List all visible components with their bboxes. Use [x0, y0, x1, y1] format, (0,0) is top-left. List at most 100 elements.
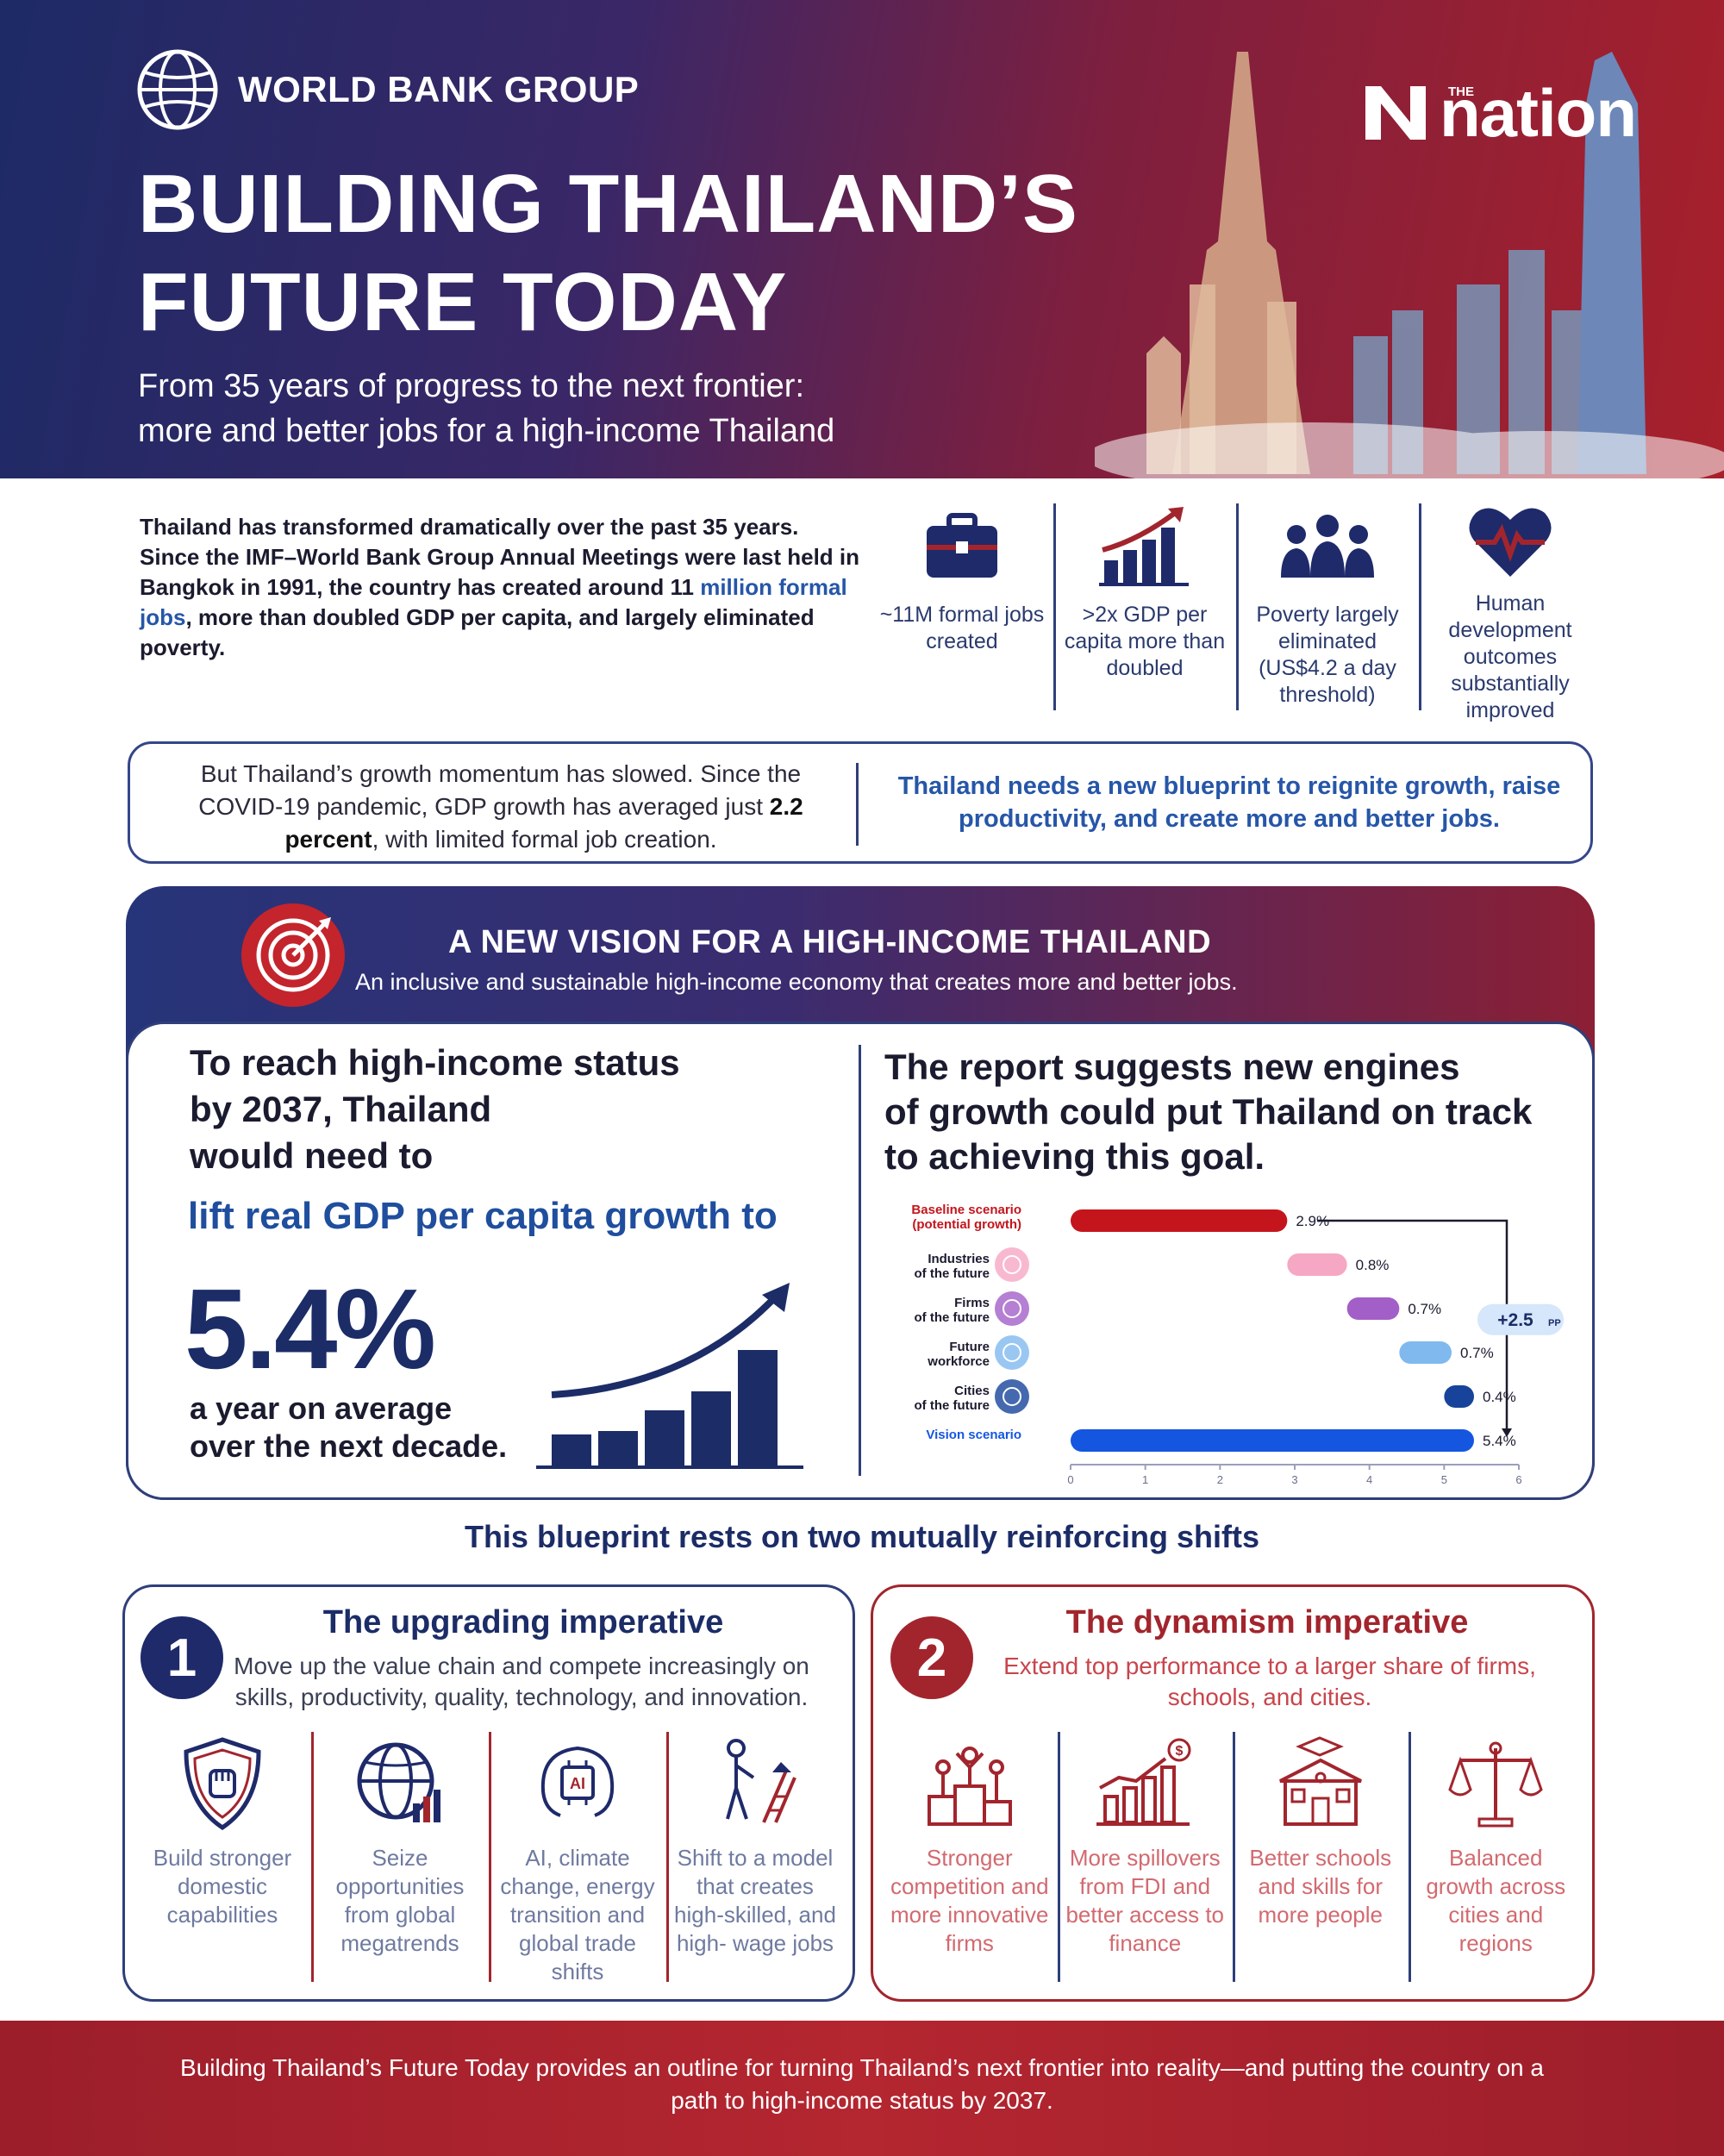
briefcase-icon [927, 513, 997, 578]
chart-value-label: 5.4% [1483, 1433, 1516, 1449]
svg-text:AI: AI [570, 1775, 585, 1792]
shift-item: AI AI, climate change, energy transition… [489, 1732, 666, 1990]
engine-icon-ring [1003, 1387, 1021, 1406]
engine-icon [995, 1335, 1029, 1370]
chart-value-label: 0.7% [1460, 1345, 1494, 1361]
chart-tick-label: 3 [1291, 1473, 1297, 1486]
panel-items: Build stronger domestic capabilities Sei… [134, 1732, 844, 1990]
shift-item-label: Balanced growth across cities and region… [1426, 1845, 1566, 1956]
podium-people-icon [927, 1747, 1012, 1826]
shift-number-badge: 1 [141, 1616, 223, 1699]
vision-title: A NEW VISION FOR A HIGH-INCOME THAILAND [448, 924, 1212, 960]
balance-scale-icon [1448, 1741, 1543, 1828]
footer-text: Building Thailand’s Future Today provide… [180, 2054, 1544, 2114]
worker-ladder-icon [726, 1739, 796, 1823]
panel-title: The upgrading imperative [322, 1604, 724, 1640]
chart-annotation-unit: PP [1548, 1318, 1561, 1328]
panel-title: The dynamism imperative [1065, 1604, 1469, 1640]
vision-subtitle: An inclusive and sustainable high-income… [355, 969, 1238, 995]
divider [859, 1045, 861, 1476]
upgrading-imperative-panel: 1 The upgrading imperative Move up the v… [122, 1584, 855, 2002]
growth-bar-chart-icon [1099, 507, 1189, 586]
shift-item-label: More spillovers from FDI and better acce… [1065, 1845, 1225, 1956]
chart-bar [1071, 1429, 1474, 1452]
chart-annotation-pill [1477, 1303, 1564, 1335]
header-banner: WORLD BANK GROUP BUILDING THAILAND’S FUT… [0, 0, 1724, 478]
shift-item-label: Stronger competition and more innovative… [890, 1845, 1049, 1956]
shift-item-label: Shift to a model that creates high-skill… [674, 1845, 836, 1956]
growth-momentum-box: But Thailand’s growth momentum has slowe… [128, 741, 1593, 864]
panel-description: Extend top performance to a larger share… [1003, 1653, 1536, 1710]
intro-paragraph: Thailand has transformed dramatically ov… [140, 514, 860, 660]
chart-value-label: 0.7% [1408, 1301, 1441, 1317]
stat-label: ~11M formal jobs created [879, 603, 1045, 653]
chart-value-label: 0.8% [1356, 1257, 1390, 1273]
ai-chip-icon: AI [540, 1746, 615, 1817]
shift-item: Seize opportunities from global megatren… [311, 1732, 489, 1990]
shift-item: Build stronger domestic capabilities [134, 1732, 311, 1990]
stat-gdp: >2x GDP per capita more than doubled [1053, 500, 1236, 724]
chart-category-label: Baseline scenario (potential growth) [911, 1203, 1021, 1232]
dollar-chart-icon: $ [1096, 1738, 1191, 1826]
target-icon [241, 903, 345, 1007]
shifts-heading: This blueprint rests on two mutually rei… [464, 1519, 1260, 1554]
the-nation-logo: THE nation [1362, 75, 1637, 151]
nation-wordmark: nation [1440, 75, 1637, 151]
growth-period-note: a year on average over the next decade. [190, 1390, 508, 1464]
chart-bar [1071, 1209, 1288, 1232]
rising-bars-illustration [536, 1283, 803, 1469]
chart-category-label: Industries of the future [915, 1252, 990, 1281]
world-bank-logo: WORLD BANK GROUP [136, 48, 639, 131]
lift-growth-text: lift real GDP per capita growth to [188, 1195, 778, 1237]
engine-icon-ring [1003, 1299, 1021, 1318]
shift-number-badge: 2 [890, 1616, 973, 1699]
chart-bar [1399, 1341, 1452, 1364]
chart-tick-label: 2 [1217, 1473, 1223, 1486]
shift-item: Shift to a model that creates high-skill… [666, 1732, 844, 1990]
chart-tick-label: 6 [1515, 1473, 1521, 1486]
chart-annotation: +2.5 [1497, 1310, 1533, 1330]
engine-icon-ring [1003, 1255, 1021, 1274]
intro-highlight: million formal jobs [140, 574, 847, 630]
svg-text:$: $ [1176, 1744, 1184, 1759]
shift-item: Balanced growth across cities and region… [1408, 1732, 1584, 1990]
chart-tick-label: 5 [1441, 1473, 1447, 1486]
shift-item-label: Seize opportunities from global megatren… [335, 1845, 465, 1956]
achievement-stats: ~11M formal jobs created >2x GDP per cap… [871, 500, 1603, 724]
engine-icon [995, 1247, 1029, 1282]
people-group-icon [1281, 515, 1374, 578]
chart-tick-label: 4 [1366, 1473, 1372, 1486]
organization-name: WORLD BANK GROUP [238, 69, 640, 109]
blueprint-callout: Thailand needs a new blueprint to reigni… [897, 772, 1561, 833]
footer-banner: Building Thailand’s Future Today provide… [0, 2021, 1724, 2156]
growth-slowdown-text: But Thailand’s growth momentum has slowe… [198, 760, 803, 853]
chart-category-label: Vision scenario [926, 1428, 1021, 1442]
globe-icon [137, 49, 218, 130]
page-title: BUILDING THAILAND’S FUTURE TODAY [138, 158, 1078, 348]
globe-chart-icon [357, 1742, 440, 1822]
chart-bar [1287, 1253, 1347, 1276]
chart-category-label: Cities of the future [915, 1384, 990, 1413]
chart-bracket-arrow [1502, 1428, 1512, 1437]
shift-item-label: Build stronger domestic capabilities [153, 1845, 292, 1928]
chart-category-label: Firms of the future [915, 1296, 990, 1325]
stat-label: Poverty largely eliminated (US$4.2 a day… [1256, 603, 1399, 707]
page-subtitle: From 35 years of progress to the next fr… [138, 368, 835, 449]
growth-engines-chart: Baseline scenario (potential growth) 2.9% I… [911, 1203, 1564, 1486]
chart-bracket [1317, 1219, 1508, 1428]
chart-bar [1444, 1385, 1474, 1408]
shift-item: Better schools and skills for more peopl… [1233, 1732, 1409, 1990]
engine-icon [995, 1379, 1029, 1414]
target-growth-rate: 5.4% [184, 1265, 436, 1392]
stat-jobs: ~11M formal jobs created [871, 500, 1053, 724]
divider [856, 763, 859, 846]
chart-bar [1346, 1297, 1400, 1320]
stat-label: Human development outcomes substantially… [1448, 591, 1572, 722]
school-building-icon [1278, 1736, 1362, 1826]
engine-icon [995, 1291, 1029, 1326]
stat-human-development: Human development outcomes substantially… [1419, 500, 1602, 724]
bangkok-skyline-illustration [1095, 52, 1724, 478]
nation-n-mark-icon [1365, 86, 1426, 140]
chart-category-label: Future workforce [927, 1340, 990, 1369]
shield-fist-icon [184, 1737, 261, 1831]
